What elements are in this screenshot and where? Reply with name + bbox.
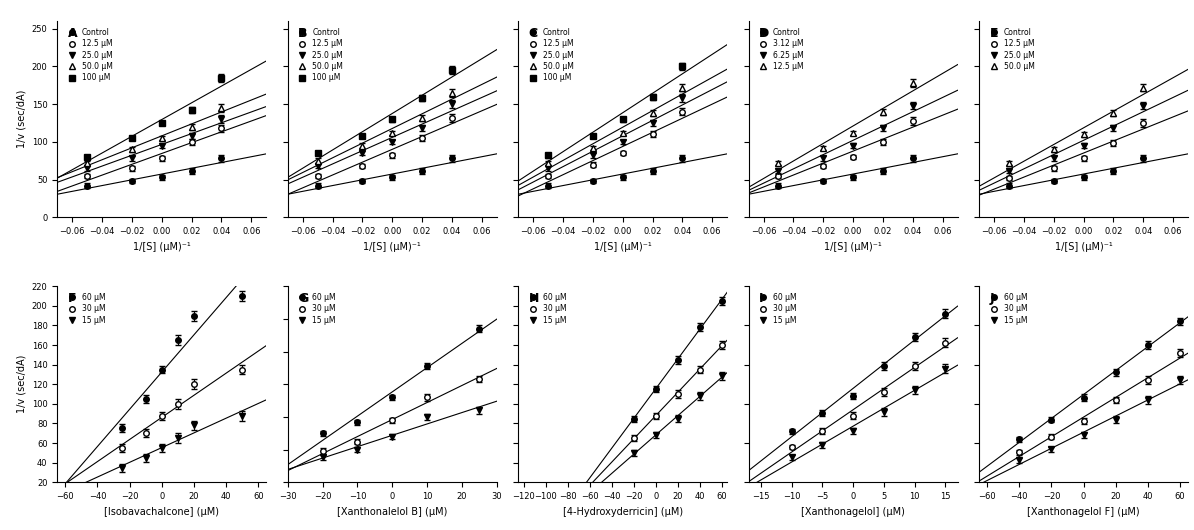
Text: I: I	[759, 292, 764, 305]
X-axis label: [Xanthonalelol B] (μM): [Xanthonalelol B] (μM)	[337, 507, 448, 517]
Text: G: G	[298, 292, 308, 305]
X-axis label: 1/[S] (μM)⁻¹: 1/[S] (μM)⁻¹	[1054, 242, 1113, 252]
Text: F: F	[68, 292, 76, 305]
X-axis label: 1/[S] (μM)⁻¹: 1/[S] (μM)⁻¹	[824, 242, 882, 252]
X-axis label: 1/[S] (μM)⁻¹: 1/[S] (μM)⁻¹	[133, 242, 191, 252]
X-axis label: [4-Hydroxyderricin] (μM): [4-Hydroxyderricin] (μM)	[562, 507, 683, 517]
Legend: 60 μM, 30 μM, 15 μM: 60 μM, 30 μM, 15 μM	[522, 290, 570, 328]
Text: H: H	[529, 292, 538, 305]
Y-axis label: 1/v (sec/dA): 1/v (sec/dA)	[17, 355, 26, 413]
Text: A: A	[68, 27, 78, 40]
Legend: 60 μM, 30 μM, 15 μM: 60 μM, 30 μM, 15 μM	[752, 290, 800, 328]
X-axis label: [Xanthonagelol] (μM): [Xanthonagelol] (μM)	[801, 507, 905, 517]
Y-axis label: 1/v (sec/dA): 1/v (sec/dA)	[17, 90, 26, 148]
Legend: 60 μM, 30 μM, 15 μM: 60 μM, 30 μM, 15 μM	[983, 290, 1030, 328]
X-axis label: [Isobavachalcone] (μM): [Isobavachalcone] (μM)	[104, 507, 220, 517]
X-axis label: 1/[S] (μM)⁻¹: 1/[S] (μM)⁻¹	[593, 242, 652, 252]
Text: C: C	[529, 27, 537, 40]
X-axis label: 1/[S] (μM)⁻¹: 1/[S] (μM)⁻¹	[363, 242, 421, 252]
Text: D: D	[759, 27, 769, 40]
Legend: Control, 3.12 μM, 6.25 μM, 12.5 μM: Control, 3.12 μM, 6.25 μM, 12.5 μM	[752, 25, 807, 74]
Text: E: E	[990, 27, 998, 40]
Text: J: J	[990, 292, 995, 305]
Legend: Control, 12.5 μM, 25.0 μM, 50.0 μM, 100 μM: Control, 12.5 μM, 25.0 μM, 50.0 μM, 100 …	[61, 25, 116, 85]
X-axis label: [Xanthonagelol F] (μM): [Xanthonagelol F] (μM)	[1027, 507, 1140, 517]
Legend: 60 μM, 30 μM, 15 μM: 60 μM, 30 μM, 15 μM	[61, 290, 109, 328]
Legend: Control, 12.5 μM, 25.0 μM, 50.0 μM, 100 μM: Control, 12.5 μM, 25.0 μM, 50.0 μM, 100 …	[291, 25, 346, 85]
Legend: 60 μM, 30 μM, 15 μM: 60 μM, 30 μM, 15 μM	[291, 290, 339, 328]
Text: B: B	[298, 27, 308, 40]
Legend: Control, 12.5 μM, 25.0 μM, 50.0 μM, 100 μM: Control, 12.5 μM, 25.0 μM, 50.0 μM, 100 …	[522, 25, 577, 85]
Legend: Control, 12.5 μM, 25.0 μM, 50.0 μM: Control, 12.5 μM, 25.0 μM, 50.0 μM	[983, 25, 1038, 74]
